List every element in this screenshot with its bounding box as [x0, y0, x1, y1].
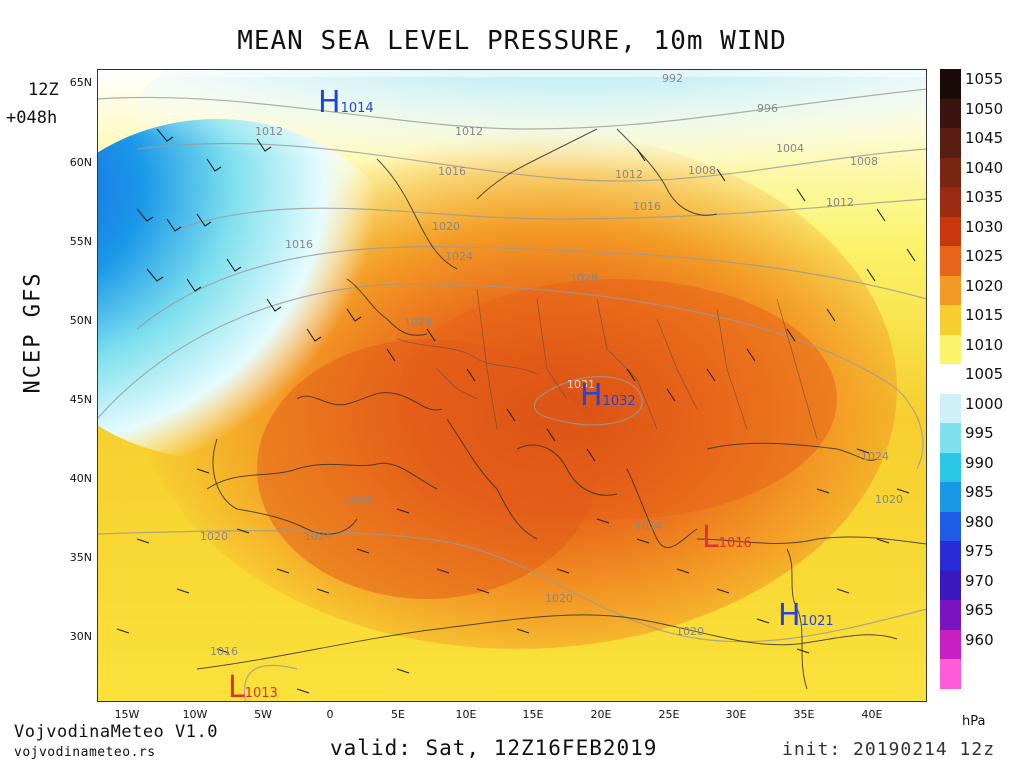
lon-label: 30E: [725, 708, 747, 721]
lon-label: 25E: [658, 708, 680, 721]
colorbar-label: 985: [965, 483, 994, 501]
colorbar-swatch: [940, 541, 961, 571]
high-marker: H1032: [580, 378, 636, 413]
colorbar-label: 1030: [965, 217, 1004, 236]
colorbar-swatch: [940, 275, 961, 305]
colorbar-label: 1050: [965, 99, 1004, 118]
lon-label: 10W: [182, 708, 208, 721]
colorbar-swatch: [940, 128, 961, 158]
lat-label: 40N: [69, 472, 92, 485]
colorbar-swatch: [940, 187, 961, 217]
colorbar-label: 960: [965, 630, 994, 649]
isobars: [97, 88, 927, 702]
colorbar-label: 1005: [965, 365, 1004, 383]
high-marker: H1014: [318, 85, 374, 120]
country-borders: [396, 288, 818, 440]
lon-label: 35E: [793, 708, 815, 721]
colorbar-label: 1015: [965, 306, 1004, 324]
colorbar-swatch: [940, 570, 961, 600]
colorbar-swatch: [940, 305, 961, 335]
colorbar-swatch: [940, 98, 961, 128]
lon-label: 10E: [455, 708, 477, 721]
colorbar-label: 965: [965, 601, 994, 619]
lon-label: 15W: [114, 708, 140, 721]
colorbar-swatch: [940, 659, 961, 689]
wind-barbs: [116, 128, 916, 694]
lat-label: 35N: [69, 551, 92, 564]
colorbar-swatch: [940, 629, 961, 659]
colorbar-label: 1040: [965, 158, 1004, 177]
colorbar-label: 1020: [965, 276, 1004, 295]
lat-label: 60N: [69, 156, 92, 169]
lat-label: 50N: [69, 314, 92, 327]
colorbar-label: 1035: [965, 188, 1004, 206]
model-label: NCEP GFS: [20, 271, 46, 394]
colorbar-label: 990: [965, 453, 994, 472]
lon-label: 0: [326, 708, 334, 721]
colorbar-label: 1045: [965, 129, 1004, 147]
colorbar-swatch: [940, 600, 961, 630]
lead-time: +048h: [6, 108, 58, 128]
valid-time: valid: Sat, 12Z16FEB2019: [330, 736, 658, 760]
pressure-map: [97, 69, 927, 702]
colorbar-swatch: [940, 246, 961, 276]
colorbar-label: 1000: [965, 394, 1004, 413]
colorbar-label: 1025: [965, 247, 1004, 265]
high-marker: H1021: [778, 598, 834, 633]
lon-label: 15E: [522, 708, 544, 721]
init-time: init: 20190214 12z: [782, 739, 996, 760]
colorbar-label: 980: [965, 512, 994, 531]
colorbar-label: 1010: [965, 335, 1004, 354]
website: vojvodinameteo.rs: [14, 745, 156, 760]
colorbar-swatch: [940, 69, 961, 99]
colorbar-label: 970: [965, 571, 994, 590]
lon-label: 20E: [590, 708, 612, 721]
brand-name: VojvodinaMeteo V1.0: [14, 722, 218, 742]
run-hour: 12Z: [28, 80, 59, 100]
colorbar-swatch: [940, 364, 961, 394]
colorbar-label: 995: [965, 424, 994, 442]
colorbar-swatch: [940, 216, 961, 246]
colorbar-swatch: [940, 482, 961, 512]
colorbar-swatch: [940, 452, 961, 482]
colorbar-swatch: [940, 334, 961, 364]
low-marker: L1016: [702, 520, 752, 555]
colorbar-unit: hPa: [962, 714, 986, 729]
colorbar-swatch: [940, 511, 961, 541]
colorbar-label: 1055: [965, 70, 1004, 88]
lat-label: 65N: [69, 76, 92, 89]
lon-label: 5E: [391, 708, 405, 721]
map-title: MEAN SEA LEVEL PRESSURE, 10m WIND: [237, 26, 787, 56]
colorbar: [940, 69, 961, 689]
low-marker: L1013: [228, 670, 278, 705]
lon-label: 40E: [861, 708, 883, 721]
lon-label: 5W: [254, 708, 272, 721]
coastlines: [196, 128, 927, 690]
colorbar-swatch: [940, 423, 961, 453]
lat-label: 55N: [69, 235, 92, 248]
colorbar-swatch: [940, 393, 961, 423]
lat-label: 30N: [69, 630, 92, 643]
colorbar-label: 975: [965, 542, 994, 560]
colorbar-swatch: [940, 157, 961, 187]
lat-label: 45N: [69, 393, 92, 406]
